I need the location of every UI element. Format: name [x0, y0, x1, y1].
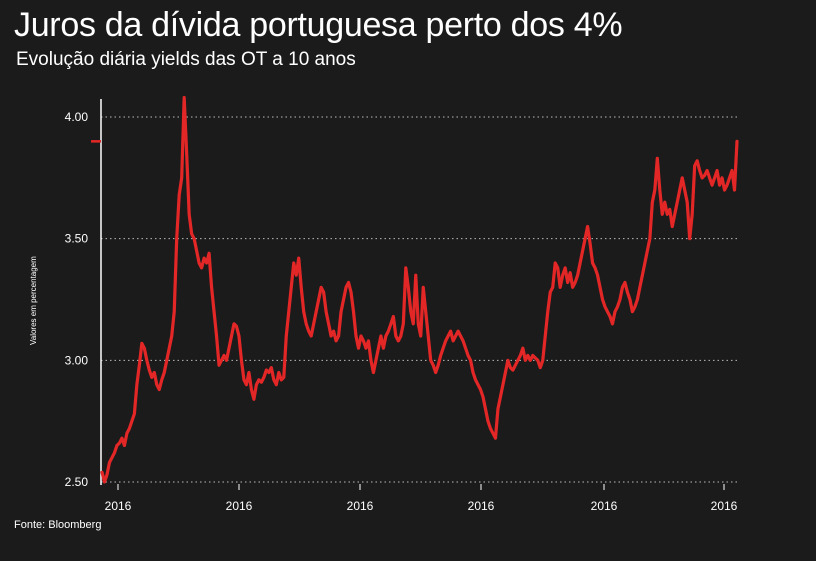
x-tick-label: 2016 [711, 499, 738, 513]
x-tick-label: 2016 [347, 499, 374, 513]
chart-subtitle: Evolução diária yields das OT a 10 anos [16, 49, 356, 70]
x-tick-label: 2016 [468, 499, 495, 513]
yield-series-line [100, 95, 739, 484]
y-tick-label: 3.50 [65, 232, 89, 246]
chart-title: Juros da dívida portuguesa perto dos 4% [14, 6, 623, 44]
x-tick-label: 2016 [105, 499, 132, 513]
x-tick-label: 2016 [591, 499, 618, 513]
x-axis-ticks: 2016 2016 2016 2016 2016 2016 [105, 484, 738, 513]
grid-lines [101, 116, 738, 483]
x-tick-label: 2016 [226, 499, 253, 513]
y-tick-label: 2.50 [65, 475, 89, 489]
source-note: Fonte: Bloomberg [14, 519, 102, 531]
y-axis-ticks: 2.50 3.00 3.50 4.00 [65, 110, 89, 489]
y-tick-label: 3.00 [65, 353, 89, 367]
y-tick-label: 4.00 [65, 110, 89, 124]
y-axis-label: Valores em percentagem [29, 256, 38, 345]
